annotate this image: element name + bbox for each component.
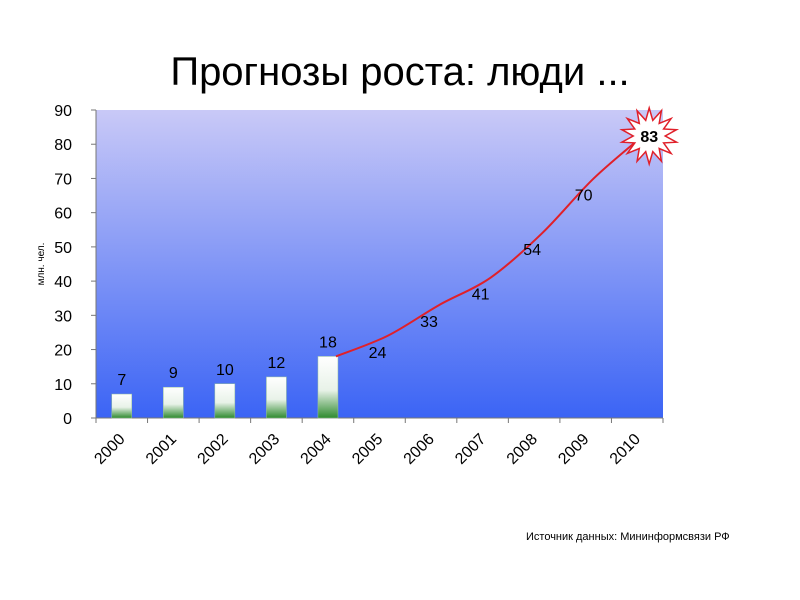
- bar-data-label: 10: [216, 362, 234, 379]
- x-tick-label: 2006: [401, 431, 438, 468]
- x-tick-label: 2001: [143, 431, 180, 468]
- line-data-label: 41: [472, 287, 490, 304]
- x-tick-label: 2008: [504, 431, 541, 468]
- line-data-label: 70: [575, 187, 593, 204]
- data-source-note: Источник данных: Мининформсвязи РФ: [526, 531, 730, 543]
- x-tick-label: 2010: [607, 431, 644, 468]
- line-data-label: 33: [420, 314, 438, 331]
- bar-data-label: 18: [319, 334, 337, 351]
- y-tick-label: 40: [54, 274, 72, 291]
- y-tick-label: 90: [54, 103, 72, 120]
- line-data-label-highlight: 83: [640, 129, 658, 146]
- bar: [163, 386, 184, 419]
- x-tick-label: 2007: [452, 431, 489, 468]
- x-tick-label: 2005: [349, 431, 386, 468]
- line-data-label: 54: [523, 242, 541, 259]
- x-tick-label: 2009: [555, 431, 592, 468]
- bar-data-label: 7: [117, 372, 126, 389]
- y-tick-label: 60: [54, 206, 72, 223]
- y-tick-label: 10: [54, 377, 72, 394]
- bar: [214, 383, 236, 419]
- y-tick-label: 30: [54, 308, 72, 325]
- y-tick-label: 80: [54, 137, 72, 154]
- plot-area: [96, 110, 663, 418]
- y-tick-label: 0: [63, 411, 72, 428]
- bar-data-label: 12: [268, 355, 286, 372]
- chart-title: Прогнозы роста: люди ...: [170, 50, 630, 94]
- x-tick-label: 2002: [195, 431, 232, 468]
- x-tick-label: 2004: [298, 431, 335, 468]
- line-data-label: 24: [369, 345, 387, 362]
- bar: [317, 356, 339, 419]
- highlight-starburst: [619, 105, 680, 167]
- x-tick-label: 2000: [91, 431, 128, 468]
- bar-data-label: 9: [169, 365, 178, 382]
- bar: [266, 376, 287, 419]
- y-tick-label: 70: [54, 171, 72, 188]
- y-tick-label: 20: [54, 343, 72, 360]
- bar: [111, 393, 133, 419]
- y-tick-label: 50: [54, 240, 72, 257]
- forecast-line: [335, 133, 646, 358]
- y-axis-label: млн. чел.: [36, 243, 47, 286]
- x-tick-label: 2003: [246, 431, 283, 468]
